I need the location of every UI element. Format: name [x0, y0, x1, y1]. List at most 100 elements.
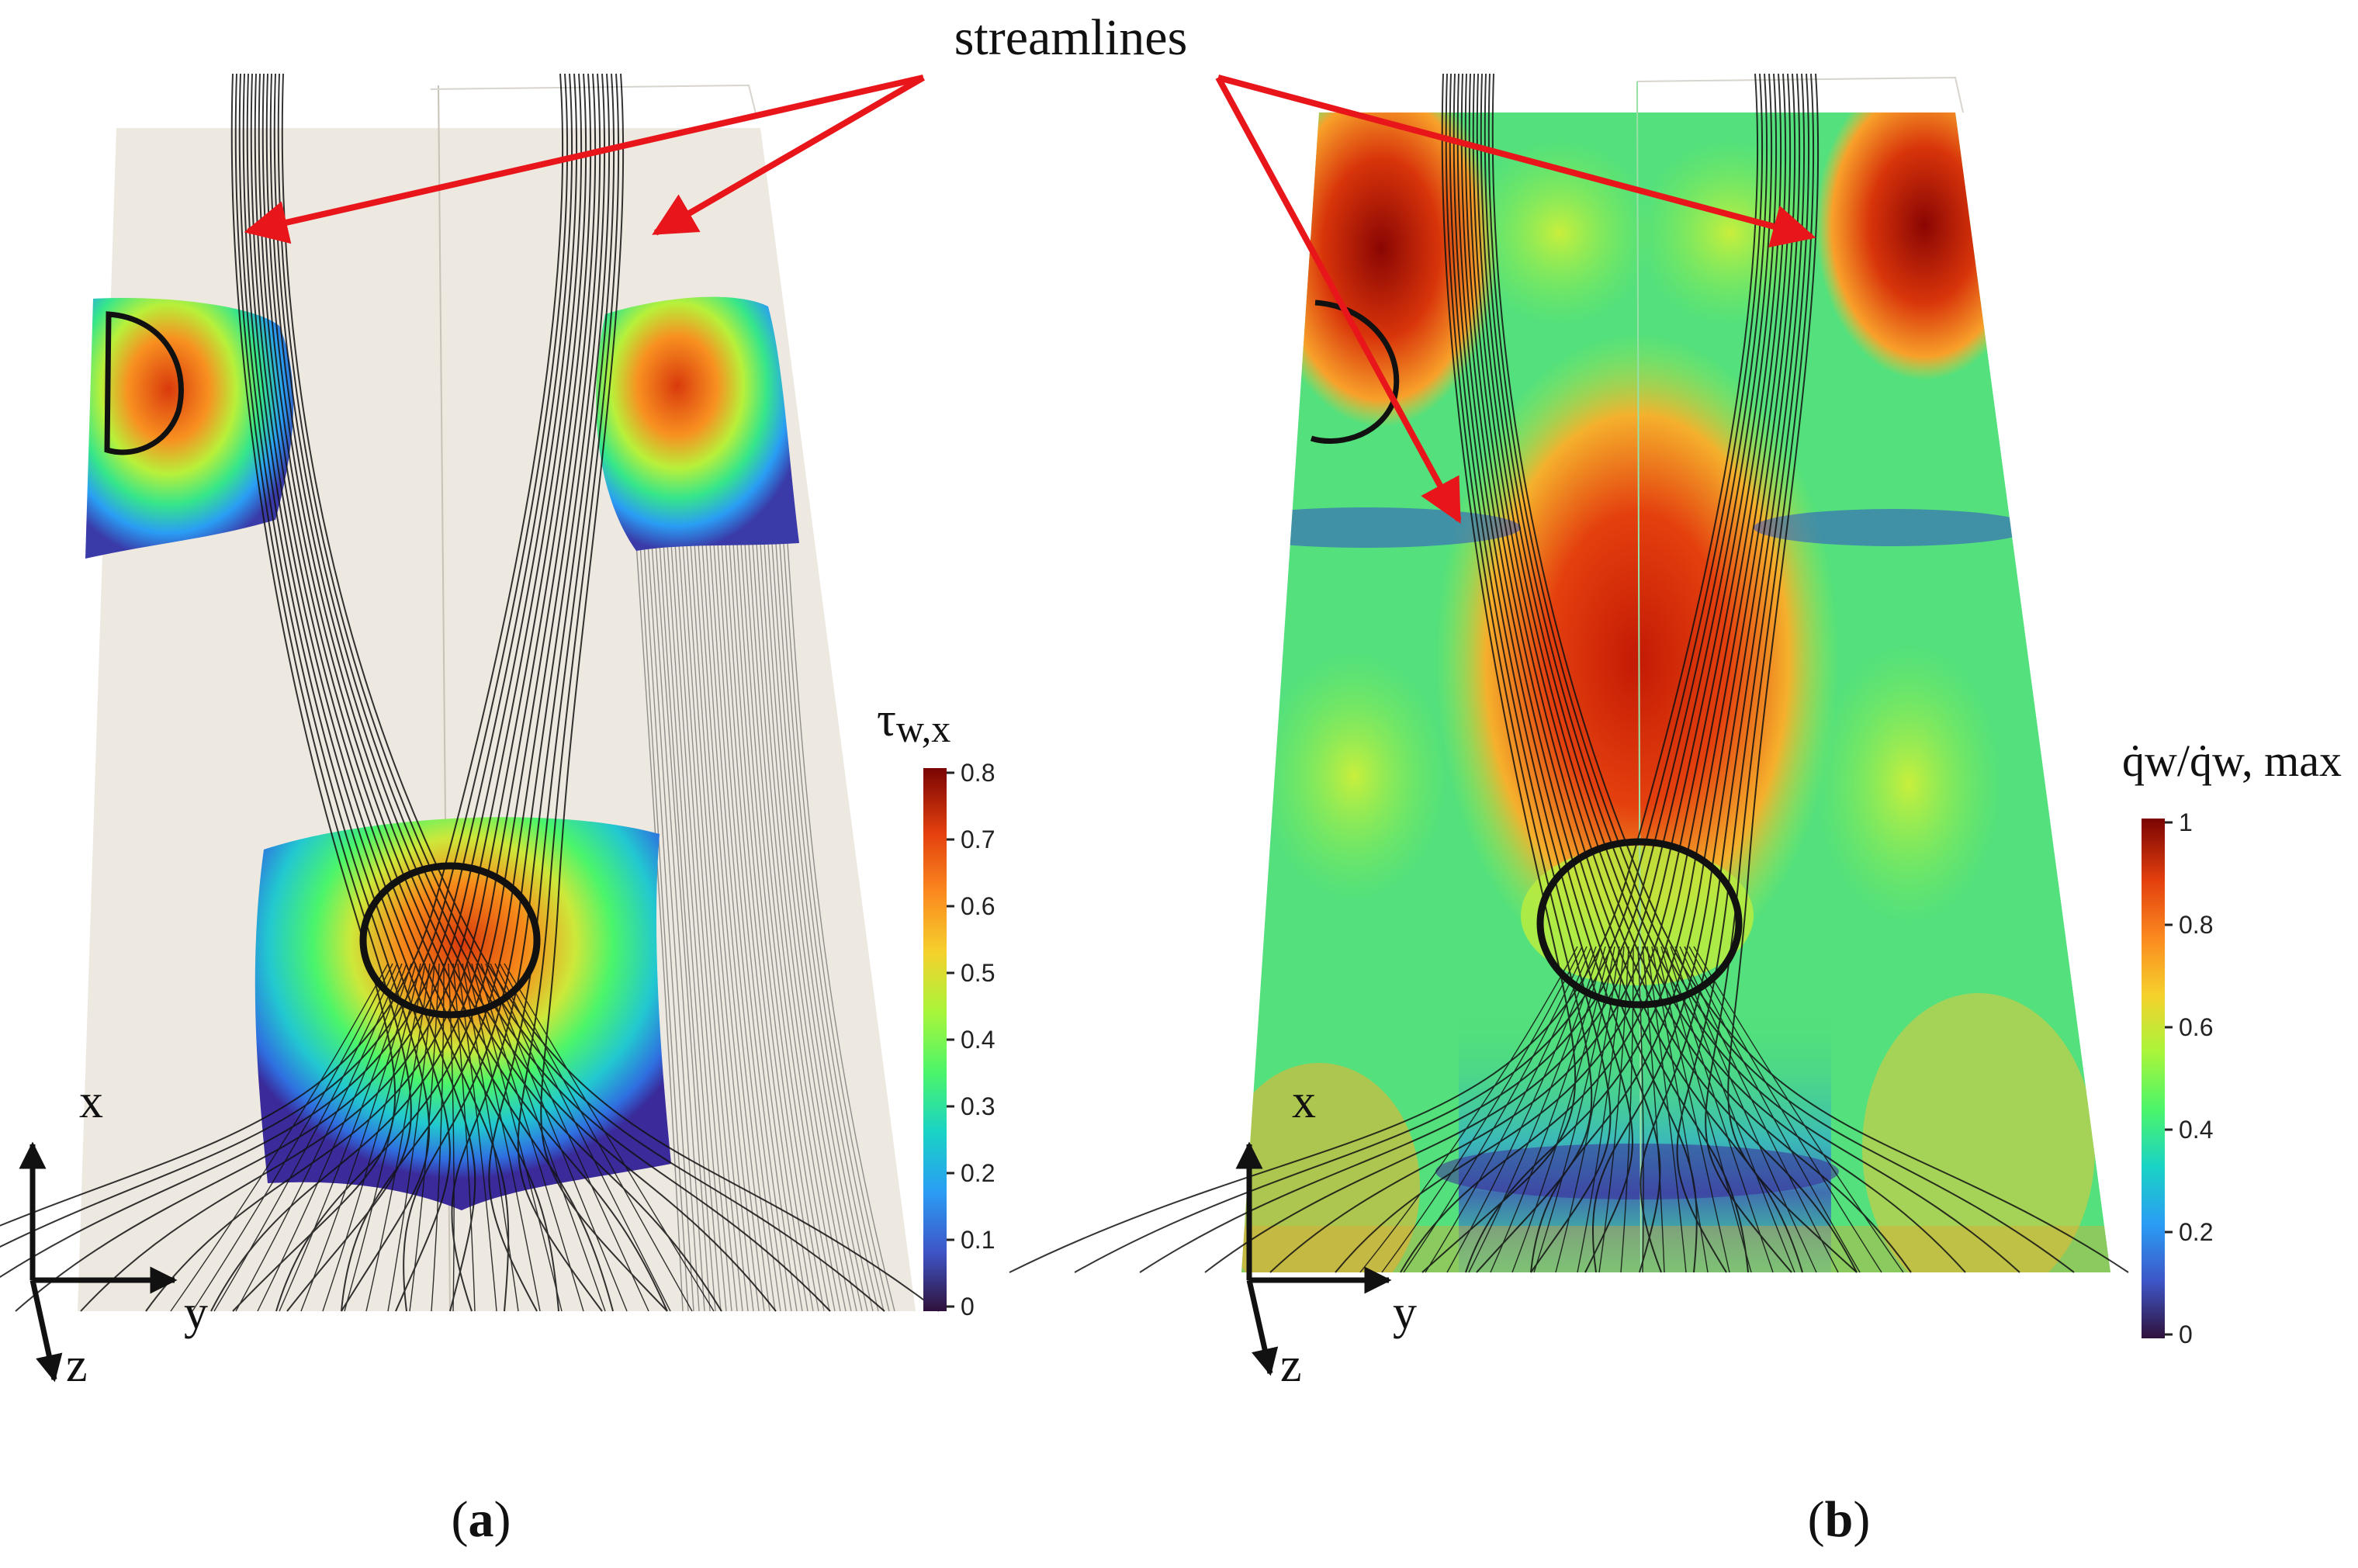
colorbar-b: q̇w/q̇w, max 1 0.8 0.6 0.4 0.2 0 [2122, 736, 2342, 1348]
streamline [1727, 73, 1858, 1273]
colorbar-tick-label: 0.2 [2179, 1218, 2213, 1246]
streamline [145, 73, 587, 1312]
streamline [265, 73, 722, 1312]
streamline [1688, 946, 1882, 1273]
streamline [1555, 946, 1620, 1273]
streamline [448, 963, 455, 1312]
streamline [1598, 946, 1629, 1273]
streamline [235, 963, 403, 1312]
streamline [663, 542, 722, 1312]
streamline [694, 542, 765, 1312]
streamline [1592, 73, 1801, 1273]
streamline [488, 73, 615, 1312]
domain-outline-a [430, 84, 757, 117]
streamline [230, 73, 396, 1312]
streamline [499, 963, 693, 1312]
streamline [273, 73, 831, 1312]
streamlines-annotation: streamlines [244, 9, 1816, 524]
streamline [1381, 946, 1583, 1273]
streamline [344, 963, 426, 1312]
streamline [1460, 73, 1698, 1273]
streamline [1204, 73, 1773, 1273]
streamline [246, 73, 476, 1312]
axis-label-y-b: y [1393, 1286, 1417, 1339]
streamline [647, 542, 700, 1312]
streamline [740, 542, 830, 1312]
axis-label-z-b: z [1280, 1339, 1302, 1392]
colorbar-tick-label: 0.8 [2179, 911, 2213, 939]
colorbar-tick-label: 1 [2179, 808, 2193, 836]
streamline [1676, 73, 1810, 1273]
streamline [756, 542, 852, 1312]
streamline [281, 73, 940, 1312]
streamline [1693, 946, 1904, 1273]
streamline [736, 542, 825, 1312]
streamline [1400, 73, 1787, 1273]
streamline [365, 963, 431, 1312]
streamline [678, 542, 743, 1312]
streamline [234, 73, 412, 1312]
streamline [403, 73, 606, 1312]
axis-label-y-a: y [184, 1286, 208, 1339]
streamline [670, 542, 732, 1312]
streamline [1670, 946, 1795, 1273]
axis-triad-b [1235, 1141, 1392, 1376]
colorbar-b-ticks: 1 0.8 0.6 0.4 0.2 0 [2165, 808, 2213, 1348]
colorbar-b-title: q̇w/q̇w, max [2122, 736, 2342, 786]
streamline [705, 542, 781, 1312]
streamline [775, 542, 879, 1312]
streamline [451, 73, 611, 1312]
streamline [1530, 73, 1796, 1273]
colorbar-tick-label: 0.1 [961, 1226, 995, 1254]
streamline [1009, 73, 1759, 1273]
streamline [490, 963, 649, 1312]
streamline [452, 963, 476, 1312]
obstacle-outline-center-b [1536, 838, 1743, 1009]
streamline [254, 73, 559, 1312]
streamline [767, 542, 868, 1312]
colorbar-tick-label: 0 [961, 1293, 975, 1321]
colorbar-tick-label: 0.7 [961, 826, 995, 853]
streamline [250, 73, 510, 1312]
streamline [261, 73, 668, 1312]
streamline [1421, 73, 1577, 1273]
caption-b: (b) [1808, 1491, 1871, 1548]
streamlines-a [0, 73, 940, 1312]
axis-label-x-b: x [1292, 1075, 1316, 1128]
colorbar-tick-label: 0.5 [961, 959, 995, 987]
streamline [540, 73, 668, 1312]
streamline [476, 963, 584, 1312]
colorbar-a-ticks: 0.8 0.7 0.6 0.5 0.4 0.3 0.2 0.1 0 [947, 759, 995, 1321]
streamline [275, 73, 597, 1312]
streamline [1679, 946, 1839, 1273]
hot-region-top-right-b [1816, 112, 2033, 380]
streamline [466, 963, 541, 1312]
streamline [1472, 73, 1858, 1273]
colorbar-b-scale [2142, 819, 2165, 1338]
axis-label-z-a: z [66, 1339, 88, 1392]
streamline [1464, 73, 1749, 1273]
streamline [192, 963, 393, 1312]
streamline [1269, 73, 1778, 1273]
streamline [170, 963, 389, 1312]
streamline [744, 542, 836, 1312]
axis-triad-a [19, 1141, 178, 1383]
streamline [729, 542, 814, 1312]
streamline [1468, 73, 1803, 1273]
colorbar-tick-label: 0.6 [2179, 1013, 2213, 1041]
wall-shear-patch-right-a [596, 296, 799, 551]
streamline [409, 963, 440, 1312]
streamline [783, 542, 890, 1312]
streamline [1359, 946, 1578, 1273]
annotation-arrow-2 [652, 74, 926, 236]
streamline [725, 542, 809, 1312]
streamline [1446, 946, 1597, 1273]
streamline [1660, 946, 1752, 1273]
streamline [471, 963, 563, 1312]
annotation-arrow-4 [1215, 76, 1462, 524]
streamline [0, 73, 569, 1248]
streamline [494, 963, 671, 1312]
streamline [322, 963, 421, 1312]
streamline [651, 542, 705, 1312]
streamline [457, 963, 497, 1312]
